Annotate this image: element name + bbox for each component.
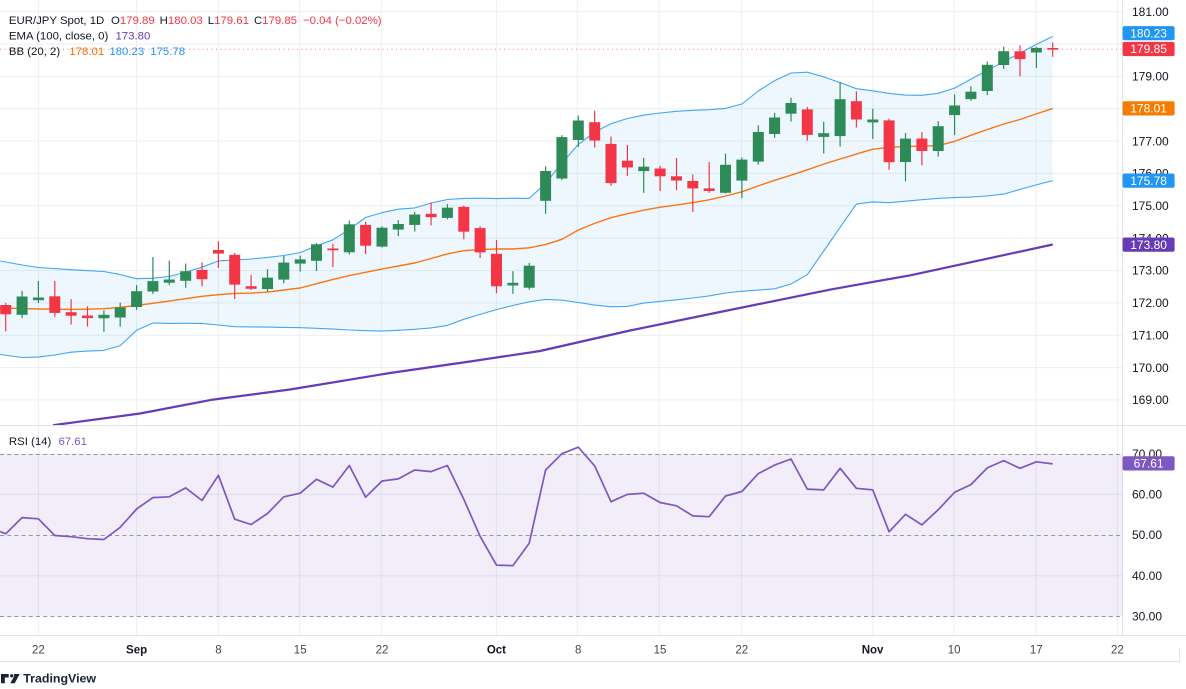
svg-text:8: 8 — [575, 645, 581, 657]
svg-text:22: 22 — [735, 645, 748, 657]
svg-text:15: 15 — [654, 645, 667, 657]
svg-text:178.01: 178.01 — [1130, 102, 1167, 116]
svg-text:179.85: 179.85 — [1130, 42, 1167, 56]
svg-text:40.00: 40.00 — [1132, 569, 1162, 583]
svg-text:67.61: 67.61 — [1134, 457, 1164, 471]
svg-text:10: 10 — [948, 645, 961, 657]
svg-text:175.78: 175.78 — [1130, 174, 1167, 188]
svg-text:22: 22 — [1111, 645, 1124, 657]
svg-text:22: 22 — [376, 645, 389, 657]
svg-text:8: 8 — [215, 645, 221, 657]
svg-text:175.00: 175.00 — [1132, 199, 1169, 213]
svg-text:17: 17 — [1030, 645, 1043, 657]
svg-text:RSI (14) 67.61: RSI (14) 67.61 — [9, 436, 87, 448]
svg-text:172.00: 172.00 — [1132, 296, 1169, 310]
svg-text:181.00: 181.00 — [1132, 5, 1169, 19]
svg-text:30.00: 30.00 — [1132, 610, 1162, 624]
svg-text:173.00: 173.00 — [1132, 264, 1169, 278]
svg-text:170.00: 170.00 — [1132, 361, 1169, 375]
svg-text:15: 15 — [294, 645, 307, 657]
svg-text:173.80: 173.80 — [1130, 238, 1167, 252]
svg-text:50.00: 50.00 — [1132, 528, 1162, 542]
svg-text:177.00: 177.00 — [1132, 134, 1169, 148]
svg-text:EMA (100, close, 0) 173.80: EMA (100, close, 0) 173.80 — [9, 31, 150, 43]
svg-text:Oct: Oct — [487, 645, 506, 657]
svg-text:179.00: 179.00 — [1132, 70, 1169, 84]
svg-text:180.23: 180.23 — [1130, 26, 1167, 40]
svg-text:60.00: 60.00 — [1132, 488, 1162, 502]
svg-text:Nov: Nov — [862, 645, 884, 657]
svg-text:TradingView: TradingView — [23, 672, 96, 686]
svg-text:169.00: 169.00 — [1132, 393, 1169, 407]
svg-text:22: 22 — [32, 645, 45, 657]
svg-text:Sep: Sep — [126, 645, 147, 657]
svg-text:171.00: 171.00 — [1132, 328, 1169, 342]
